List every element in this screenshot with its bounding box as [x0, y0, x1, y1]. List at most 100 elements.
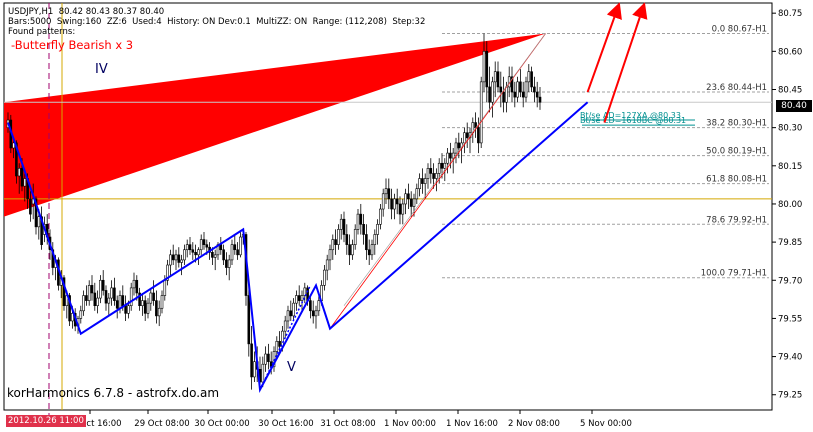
x-tick-label: 30 Oct 16:00 — [258, 419, 313, 429]
candle-body — [281, 330, 284, 347]
candle-body — [443, 162, 447, 169]
candle-body — [169, 254, 172, 266]
candle — [488, 66, 491, 113]
candle — [412, 193, 416, 217]
candle-body — [157, 307, 161, 317]
candle — [155, 290, 158, 324]
candle — [353, 224, 357, 250]
fib-level-label: 38.2 80.30-H1 — [706, 119, 767, 129]
x-tick-label: 30 Oct 00:00 — [194, 419, 249, 429]
candle-body — [295, 295, 298, 304]
candle — [479, 76, 483, 148]
candle — [180, 254, 183, 276]
candle-body — [477, 127, 480, 144]
candle — [384, 178, 388, 204]
candle — [146, 298, 150, 319]
candle — [90, 275, 94, 301]
candle — [404, 188, 407, 215]
x-tick-label: 1 Nov 00:00 — [384, 419, 436, 429]
candle — [110, 280, 113, 306]
candle-body — [267, 353, 270, 362]
candle-body — [82, 295, 85, 312]
candle-body — [37, 216, 41, 228]
candle-body — [328, 249, 332, 261]
candle — [62, 275, 66, 311]
candle — [250, 326, 253, 390]
candle — [138, 287, 141, 311]
wave-v-label: V — [287, 360, 296, 375]
candle — [171, 244, 175, 266]
candle-body — [395, 198, 399, 205]
candle — [283, 315, 287, 339]
candle — [292, 298, 295, 321]
candle-body — [110, 287, 113, 299]
candle-body — [334, 239, 337, 245]
candle — [519, 69, 522, 98]
candle — [328, 244, 332, 271]
candle — [393, 193, 396, 220]
candle — [398, 196, 402, 225]
candle-body — [457, 142, 461, 149]
candle-body — [23, 178, 27, 187]
candle-body — [309, 300, 312, 312]
x-tick-label: 1 Nov 16:00 — [446, 419, 498, 429]
candle-body — [370, 244, 374, 256]
candle-body — [449, 152, 452, 159]
candle — [415, 183, 419, 204]
candle — [113, 277, 116, 306]
candle-body — [101, 279, 105, 291]
y-tick-label: 79.40 — [778, 353, 802, 363]
candle-body — [93, 292, 97, 307]
candle — [440, 153, 444, 179]
candle-body — [407, 193, 410, 200]
candle-body — [412, 198, 416, 207]
candle — [166, 259, 169, 286]
candle — [356, 209, 360, 235]
current-price-badge: 80.40 — [776, 100, 812, 112]
forecast-arrow — [586, 2, 622, 93]
candle-body — [362, 224, 365, 235]
candle — [79, 305, 83, 324]
candle — [300, 290, 304, 311]
candle-body — [516, 81, 519, 98]
candle — [311, 300, 315, 324]
candle-body — [191, 249, 195, 253]
y-tick-label: 80.00 — [778, 200, 802, 210]
target-label: Bt/se AD=127XA @80.33 — [580, 111, 681, 120]
candle — [157, 300, 161, 327]
candle-body — [141, 300, 144, 307]
wave-iv-label: IV — [95, 62, 108, 77]
candle-body — [300, 295, 304, 301]
candle-body — [415, 188, 419, 200]
candle — [225, 252, 228, 276]
candle — [177, 247, 181, 268]
candle-body — [121, 295, 125, 307]
candle-body — [491, 81, 494, 103]
candle — [169, 249, 172, 276]
candle-body — [174, 254, 178, 261]
fib-level-label: 100.0 79.71-H1 — [701, 269, 767, 279]
candle-body — [180, 259, 183, 263]
candle-body — [379, 208, 382, 225]
candle-body — [465, 132, 469, 139]
candle-body — [99, 279, 102, 299]
candle-body — [527, 71, 531, 83]
candle-body — [348, 244, 351, 256]
candle — [527, 64, 531, 93]
candle — [538, 86, 542, 110]
candle-body — [227, 259, 231, 268]
candle — [471, 117, 475, 143]
candle-body — [325, 259, 329, 271]
candle — [247, 280, 251, 357]
candle-body — [239, 236, 242, 256]
x-tick-label: ct 16:00 — [86, 419, 121, 429]
candle-body — [275, 341, 279, 352]
candle-body — [29, 198, 32, 215]
candle — [317, 295, 321, 316]
x-tick-label: 2 Nov 08:00 — [508, 419, 560, 429]
candle-body — [250, 343, 253, 378]
candle — [516, 76, 519, 103]
candle-body — [463, 132, 466, 144]
candle-body — [160, 295, 164, 309]
zigzag-dotted-line — [259, 285, 312, 390]
